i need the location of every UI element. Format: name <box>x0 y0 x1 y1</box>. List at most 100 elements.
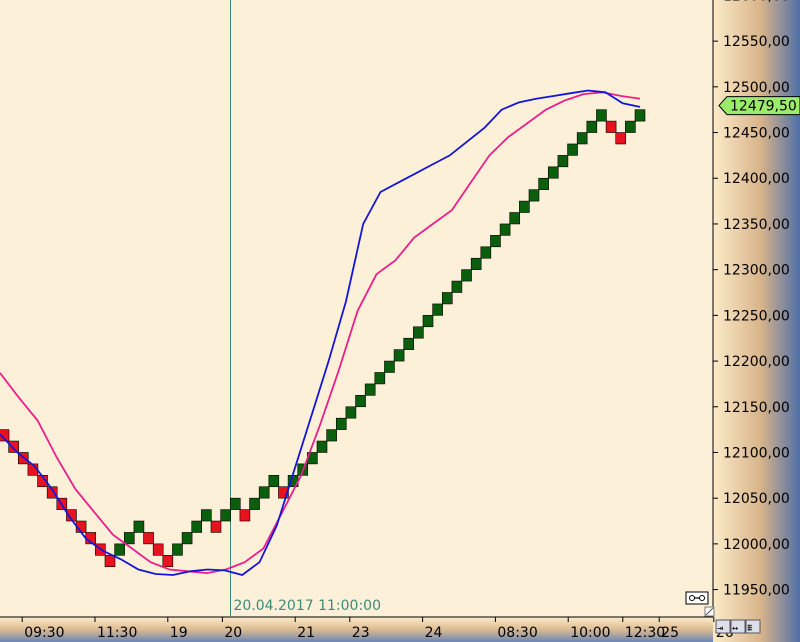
y-tick-label: 12150,00 <box>723 400 790 416</box>
renko-brick-up <box>557 155 569 168</box>
x-tick-label: 21 <box>297 625 315 641</box>
renko-brick-up <box>596 109 607 122</box>
scroll-left-glyph: ⇥ <box>717 623 723 634</box>
y-tick-label: 12400,00 <box>723 171 790 187</box>
renko-brick-up <box>191 520 203 533</box>
zoom-reset-icon-left-knob <box>689 595 695 601</box>
renko-brick-down <box>46 486 58 499</box>
renko-brick-down <box>278 486 289 499</box>
renko-brick-up <box>528 189 540 202</box>
renko-brick-down <box>152 543 164 556</box>
renko-brick-down <box>143 532 154 545</box>
renko-brick-up <box>258 486 270 499</box>
y-tick-label: 12200,00 <box>723 354 790 370</box>
nav-controls[interactable]: ⇥ ↔ ⩩ <box>715 619 761 634</box>
renko-brick-down <box>104 554 116 568</box>
renko-brick-down <box>0 429 10 442</box>
plot-area[interactable] <box>0 0 713 617</box>
scroll-both-icon[interactable] <box>730 619 746 634</box>
renko-brick-down <box>615 132 627 145</box>
renko-brick-down <box>210 520 222 533</box>
zoom-reset-control[interactable] <box>685 591 709 605</box>
renko-brick-up <box>509 212 521 225</box>
renko-brick-up <box>432 303 443 316</box>
renko-brick-up <box>316 440 328 453</box>
y-tick-label: 12600,00 <box>723 0 790 4</box>
renko-brick-up <box>586 120 598 133</box>
x-tick-label: 19 <box>170 625 188 641</box>
x-tick-label: 12:30 <box>625 625 665 641</box>
renko-brick-up <box>422 315 434 328</box>
renko-brick-up <box>461 269 472 282</box>
current-price-badge-shape <box>718 96 800 116</box>
renko-brick-up <box>413 326 424 339</box>
renko-brick-down <box>605 120 617 133</box>
renko-brick-up <box>364 383 376 396</box>
x-tick-label: 25 <box>661 625 679 641</box>
zoom-in-icon[interactable] <box>745 619 761 634</box>
x-tick-label: 10:00 <box>570 625 610 641</box>
zoom-reset-icon-right-knob <box>699 595 705 601</box>
renko-brick-up <box>499 223 511 236</box>
y-tick-label: 12450,00 <box>723 126 790 142</box>
renko-brick-down <box>8 440 19 453</box>
renko-brick-up <box>345 406 357 419</box>
renko-brick-up <box>123 532 135 545</box>
renko-brick-down <box>162 554 174 568</box>
renko-brick-up <box>538 177 549 190</box>
renko-brick-up <box>249 497 260 510</box>
x-tick-label: 20 <box>224 625 242 641</box>
renko-brick-down <box>66 509 77 522</box>
renko-brick-up <box>451 280 463 293</box>
series-line-pink <box>0 91 641 575</box>
renko-brick-up <box>519 200 530 213</box>
renko-brick-up <box>133 520 145 533</box>
scroll-left-icon[interactable] <box>715 619 731 634</box>
renko-brick-up <box>567 143 578 156</box>
renko-brick-up <box>625 120 636 133</box>
x-tick-label: 11:30 <box>97 625 137 641</box>
renko-brick-up <box>181 532 193 545</box>
y-tick-label: 12500,00 <box>723 80 790 96</box>
scroll-both-glyph: ↔ <box>732 623 738 634</box>
y-tick-label: 11950,00 <box>723 583 790 599</box>
zoom-in-glyph: ⩩ <box>747 623 753 634</box>
renko-brick-up <box>403 337 415 350</box>
y-axis-ticks: 11950,00 12000,00 12050,00 12100,00 12150,00… <box>713 0 790 599</box>
renko-brick-up <box>384 360 395 373</box>
renko-brick-down <box>239 509 251 522</box>
x-tick-label: 23 <box>352 625 370 641</box>
renko-brick-up <box>470 257 482 270</box>
y-tick-label: 12100,00 <box>723 445 790 461</box>
x-tick-label: 09:30 <box>24 625 64 641</box>
renko-brick-up <box>220 509 231 522</box>
y-tick-label: 12050,00 <box>723 491 790 507</box>
resize-corner-icon-diagonal <box>705 607 714 616</box>
y-tick-label: 12000,00 <box>723 537 790 553</box>
x-tick-label: 24 <box>425 625 443 641</box>
renko-brick-up <box>490 235 501 248</box>
renko-brick-up <box>268 475 280 488</box>
y-tick-label: 12350,00 <box>723 217 790 233</box>
renko-brick-up <box>547 166 559 179</box>
current-price-badge: 12479,50 <box>718 96 800 116</box>
renko-brick-up <box>374 372 386 385</box>
time-axis[interactable] <box>0 617 713 642</box>
renko-brick-up <box>229 497 241 510</box>
renko-brick-up <box>634 109 646 122</box>
renko-brick-up <box>393 349 405 362</box>
renko-brick-up <box>576 132 588 145</box>
renko-brick-up <box>172 543 183 556</box>
renko-brick-up <box>201 509 212 522</box>
renko-brick-up <box>326 429 337 442</box>
renko-brick-up <box>441 292 453 305</box>
x-tick-label: 08:30 <box>497 625 537 641</box>
y-tick-label: 12250,00 <box>723 308 790 324</box>
renko-brick-up <box>480 246 492 259</box>
renko-brick-up <box>335 417 347 430</box>
y-tick-label: 12300,00 <box>723 263 790 279</box>
renko-brick-up <box>114 543 125 556</box>
renko-bricks <box>0 109 646 568</box>
y-tick-label: 12550,00 <box>723 34 790 50</box>
